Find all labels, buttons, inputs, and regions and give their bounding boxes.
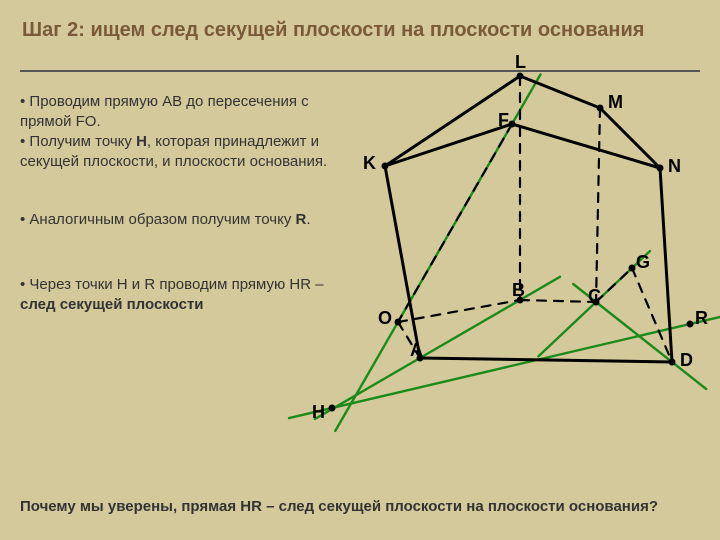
label-R: R xyxy=(695,308,708,329)
label-H: H xyxy=(312,402,325,423)
label-M: M xyxy=(608,92,623,113)
label-B: B xyxy=(512,280,525,301)
label-N: N xyxy=(668,156,681,177)
label-K: K xyxy=(363,153,376,174)
geometry-diagram xyxy=(0,0,720,540)
label-L: L xyxy=(515,52,526,73)
label-A: A xyxy=(410,340,423,361)
label-C: C xyxy=(588,286,601,307)
label-F: F xyxy=(498,110,509,131)
label-G: G xyxy=(636,252,650,273)
label-O: O xyxy=(378,308,392,329)
label-D: D xyxy=(680,350,693,371)
